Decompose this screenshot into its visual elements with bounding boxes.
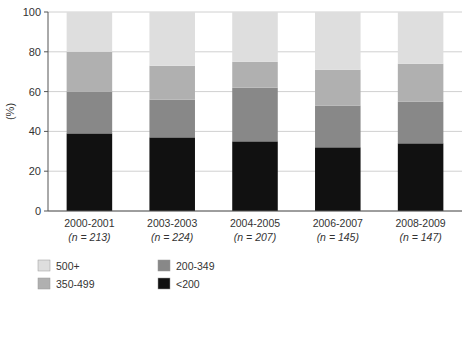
bar-segment [315,12,361,70]
y-tick-label: 80 [29,46,41,58]
y-tick-label: 0 [35,205,41,217]
bar-segment [232,88,278,142]
x-tick-label: (n = 207) [234,231,276,243]
legend-swatch [38,260,50,271]
y-tick [44,211,48,212]
x-axis-line [48,211,462,212]
grid [48,12,462,211]
y-tick [44,131,48,132]
y-tick [44,51,48,52]
bar-segment [232,62,278,88]
legend-swatch [158,278,170,289]
y-axis-label: (%) [4,103,16,120]
bar-segment [232,12,278,62]
x-tick-label: 2006-2007 [313,217,363,229]
legend-swatch [38,278,50,289]
x-tick-label: (n = 213) [68,231,110,243]
bars [67,12,444,211]
legend: 500+ 350-499 200-349 <200 [38,260,215,290]
bar-segment [67,12,113,52]
grid-line [48,211,462,212]
y-tick [44,91,48,92]
legend-label: 350-499 [56,278,95,290]
legend-swatch [158,260,170,271]
y-tick-label: 60 [29,86,41,98]
y-axis-line [48,12,49,211]
bar-segment [67,92,113,134]
bar-segment [149,12,195,66]
bar-segment [149,66,195,100]
bar-segment [67,133,113,211]
bar-segment [315,106,361,148]
y-tick [44,171,48,172]
x-tick-label: (n = 224) [151,231,193,243]
legend-label: 200-349 [176,260,215,272]
bar-segment [67,52,113,92]
chart: 0 20 40 60 80 100 (%) 2000-2001 (n = 213) 2003-20… [0,0,474,339]
x-tick-label: 2008-2009 [395,217,445,229]
bar-segment [315,147,361,211]
x-tick-label: 2004-2005 [230,217,280,229]
bar-segment [232,141,278,211]
y-tick-label: 20 [29,165,41,177]
y-tick-label: 100 [23,6,41,18]
legend-label: <200 [176,278,200,290]
bar-segment [398,12,444,64]
legend-label: 500+ [56,260,80,272]
y-tick [44,12,48,13]
bar-segment [398,64,444,102]
x-tick-label: 2003-2003 [147,217,197,229]
bar-segment [149,100,195,138]
y-tick-label: 40 [29,125,41,137]
bar-segment [149,137,195,211]
x-tick-label: (n = 145) [317,231,359,243]
bar-segment [315,70,361,106]
x-tick-label: 2000-2001 [64,217,114,229]
bar-segment [398,102,444,144]
bar-segment [398,143,444,211]
x-tick-label: (n = 147) [399,231,441,243]
